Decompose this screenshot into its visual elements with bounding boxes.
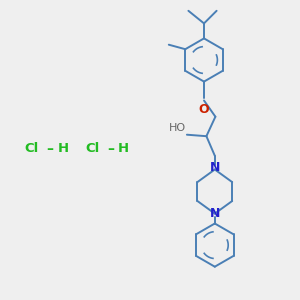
Text: Cl: Cl [86, 142, 100, 155]
Text: N: N [210, 207, 220, 220]
Text: H: H [57, 142, 69, 155]
Text: H: H [117, 142, 129, 155]
Text: N: N [210, 160, 220, 174]
Text: –: – [107, 142, 115, 155]
Text: O: O [199, 103, 209, 116]
Text: HO: HO [169, 123, 186, 133]
Text: Cl: Cl [24, 142, 39, 155]
Text: –: – [46, 142, 53, 155]
